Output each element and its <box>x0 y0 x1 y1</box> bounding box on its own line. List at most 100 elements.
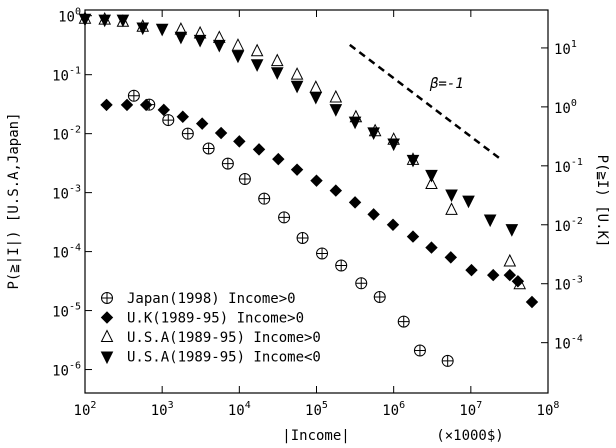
marker <box>310 174 323 187</box>
marker <box>309 91 323 105</box>
marker <box>462 195 475 209</box>
marker <box>425 241 438 254</box>
legend-label: U.S.A(1989-95) Income>0 <box>127 330 321 346</box>
marker <box>252 143 266 156</box>
marker-cross <box>258 193 270 205</box>
x-tick-label: 102 <box>74 400 97 419</box>
legend-label: U.K(1989-95) Income>0 <box>127 311 304 327</box>
marker-cross <box>414 345 426 357</box>
x-tick-label: 103 <box>151 400 174 419</box>
marker <box>278 211 291 224</box>
marker <box>139 98 153 112</box>
y2-tick-label: 101 <box>554 39 577 58</box>
marker-cross <box>374 291 386 303</box>
reference-line <box>349 43 503 161</box>
marker <box>348 116 362 130</box>
marker <box>174 31 188 45</box>
marker <box>290 67 304 80</box>
marker-cross <box>182 128 194 140</box>
marker <box>296 232 309 245</box>
marker-cross <box>398 316 410 328</box>
legend-marker <box>100 329 114 342</box>
marker <box>136 22 150 36</box>
y2-tick-label: 10-2 <box>554 216 583 235</box>
marker <box>445 189 458 203</box>
x-tick-label: 106 <box>382 400 405 419</box>
marker <box>270 53 284 67</box>
y2-axis-label: P(≧I) [U.K] <box>594 155 610 248</box>
marker <box>250 43 264 57</box>
marker <box>316 247 329 260</box>
marker <box>78 13 92 27</box>
marker-cross <box>222 158 234 170</box>
marker <box>272 152 285 166</box>
marker <box>231 50 245 64</box>
x-unit-label: (×1000$) <box>436 428 503 444</box>
marker <box>309 80 323 93</box>
marker <box>525 295 539 309</box>
marker <box>258 192 271 205</box>
y-axis-label: P(≧|I|) [U.S.A,Japan] <box>6 112 22 289</box>
marker <box>120 98 134 112</box>
marker <box>505 224 519 237</box>
marker-cross <box>297 232 309 244</box>
marker <box>155 23 169 37</box>
marker <box>290 163 304 176</box>
y-tick-label: 10-4 <box>52 243 81 262</box>
marker <box>373 290 386 303</box>
marker <box>202 142 215 155</box>
marker <box>98 14 112 28</box>
marker <box>367 127 380 141</box>
marker-cross <box>162 114 174 126</box>
x-tick-label: 108 <box>537 400 560 419</box>
marker <box>193 34 207 48</box>
marker <box>487 268 500 282</box>
marker <box>214 126 228 140</box>
y-tick-label: 10-5 <box>52 302 81 321</box>
y2-tick-label: 10-1 <box>554 157 583 176</box>
marker <box>176 110 189 123</box>
marker <box>503 268 517 282</box>
y-tick-label: 10-6 <box>52 361 81 380</box>
marker <box>406 154 420 168</box>
marker <box>221 157 234 170</box>
y-tick-label: 10-1 <box>52 66 81 85</box>
marker <box>413 344 426 357</box>
marker <box>406 230 420 243</box>
marker <box>445 202 458 215</box>
marker <box>181 127 194 140</box>
marker <box>441 354 454 367</box>
marker <box>290 80 304 94</box>
marker <box>231 38 245 51</box>
y2-tick-label: 10-4 <box>554 334 583 353</box>
marker <box>483 214 497 228</box>
legend-marker <box>101 292 113 304</box>
y-tick-label: 10-2 <box>52 125 81 144</box>
marker <box>329 89 343 103</box>
marker-cross <box>355 277 367 289</box>
x-tick-label: 107 <box>459 400 482 419</box>
marker <box>397 315 410 328</box>
marker <box>387 138 400 152</box>
marker-cross <box>316 247 328 259</box>
marker-cross <box>335 260 347 272</box>
marker <box>116 14 130 28</box>
marker <box>329 184 343 197</box>
marker <box>425 176 438 190</box>
marker-cross <box>278 211 290 223</box>
marker <box>367 208 380 221</box>
legend-marker <box>100 351 114 365</box>
y-tick-label: 100 <box>58 7 81 26</box>
marker <box>355 277 368 290</box>
marker <box>157 103 171 117</box>
marker <box>335 259 348 272</box>
marker <box>444 251 458 264</box>
y2-tick-label: 10-3 <box>554 275 583 294</box>
marker <box>329 104 343 117</box>
marker <box>162 114 175 127</box>
marker <box>195 117 209 130</box>
reference-label: β=-1 <box>429 76 464 92</box>
marker-cross <box>203 143 215 155</box>
marker-cross <box>101 292 113 304</box>
legend-label: Japan(1998) Income>0 <box>127 291 296 307</box>
